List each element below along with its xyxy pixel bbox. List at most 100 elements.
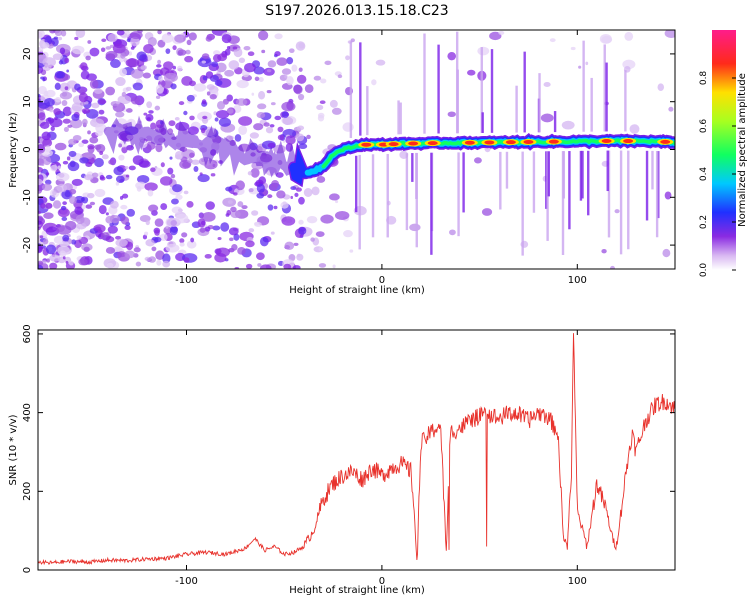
snr-data-point bbox=[254, 538, 255, 539]
noise-blob bbox=[133, 247, 141, 253]
noise-blob bbox=[57, 165, 61, 170]
noise-blob bbox=[191, 159, 200, 165]
noise-blob bbox=[294, 192, 299, 198]
snr-data-point bbox=[518, 414, 519, 415]
noise-streak bbox=[515, 85, 518, 133]
noise-blob bbox=[78, 92, 88, 103]
noise-blob bbox=[331, 107, 342, 115]
noise-blob bbox=[183, 190, 189, 195]
noise-streak bbox=[505, 151, 509, 189]
noise-streak bbox=[480, 47, 483, 133]
noise-blob bbox=[125, 86, 132, 91]
snr-data-point bbox=[606, 510, 607, 511]
ridge-peak-red bbox=[408, 141, 419, 146]
noise-streak bbox=[437, 44, 440, 134]
noise-blob bbox=[220, 222, 230, 232]
noise-blob bbox=[267, 142, 276, 148]
noise-streak bbox=[523, 51, 526, 133]
noise-blob bbox=[57, 36, 63, 41]
noise-blob bbox=[124, 165, 129, 170]
noise-blob bbox=[81, 108, 91, 114]
noise-blob bbox=[163, 61, 174, 70]
noise-blob bbox=[241, 205, 248, 210]
noise-blob bbox=[489, 31, 502, 41]
noise-blob bbox=[332, 264, 336, 269]
noise-streak bbox=[456, 69, 459, 134]
noise-blob bbox=[76, 222, 87, 230]
noise-blob bbox=[276, 57, 288, 66]
noise-blob bbox=[40, 162, 45, 166]
snr-data-point bbox=[411, 471, 412, 472]
noise-blob bbox=[121, 91, 127, 97]
noise-blob bbox=[145, 113, 154, 122]
noise-blob bbox=[144, 182, 158, 191]
noise-streak bbox=[499, 151, 502, 210]
noise-blob bbox=[271, 180, 279, 188]
noise-blob bbox=[258, 76, 264, 82]
noise-blob bbox=[165, 225, 169, 229]
snr-data-point bbox=[391, 467, 392, 468]
noise-blob bbox=[160, 203, 168, 211]
noise-blob bbox=[118, 143, 123, 148]
noise-blob bbox=[238, 125, 248, 135]
noise-blob bbox=[130, 46, 135, 50]
noise-blob bbox=[662, 248, 671, 258]
noise-blob bbox=[101, 154, 109, 160]
noise-blob bbox=[281, 216, 296, 226]
noise-blob bbox=[52, 190, 57, 196]
snr-data-point bbox=[469, 420, 470, 421]
noise-blob bbox=[371, 79, 377, 86]
noise-blob bbox=[120, 204, 128, 210]
noise-blob bbox=[175, 213, 189, 224]
noise-blob bbox=[286, 76, 294, 86]
noise-blob bbox=[169, 156, 173, 160]
spectrogram-frame bbox=[37, 29, 676, 270]
noise-blob bbox=[290, 186, 297, 191]
noise-blob bbox=[78, 142, 85, 148]
noise-blob bbox=[181, 76, 193, 86]
noise-blob bbox=[263, 122, 270, 127]
noise-blob bbox=[94, 226, 102, 232]
snr-data-point bbox=[323, 499, 324, 500]
noise-blob bbox=[447, 111, 456, 118]
noise-blob bbox=[57, 245, 70, 256]
noise-blob bbox=[186, 240, 197, 249]
noise-streak bbox=[651, 150, 654, 190]
noise-blob bbox=[199, 227, 206, 233]
noise-blob bbox=[83, 174, 94, 181]
noise-blob bbox=[136, 51, 147, 61]
noise-blob bbox=[249, 132, 259, 139]
colorbar-ticks: 0.0 0.2 0.4 0.6 0.8 bbox=[699, 71, 736, 277]
snr-data-point bbox=[563, 538, 564, 539]
noise-blob bbox=[226, 209, 232, 216]
snr-data-point bbox=[557, 432, 558, 433]
noise-blob bbox=[186, 39, 192, 46]
noise-blob bbox=[205, 201, 215, 210]
snr-data-point bbox=[166, 558, 167, 559]
noise-blob bbox=[154, 236, 162, 243]
noise-blob bbox=[258, 176, 267, 186]
noise-blob bbox=[117, 95, 132, 105]
noise-blob bbox=[71, 45, 85, 55]
noise-blob bbox=[126, 208, 135, 217]
noise-blob bbox=[105, 174, 113, 180]
noise-blob bbox=[319, 100, 326, 105]
noise-blob bbox=[74, 206, 84, 215]
noise-blob bbox=[315, 231, 325, 238]
snr-data-point bbox=[626, 471, 627, 472]
noise-blob bbox=[165, 243, 180, 253]
noise-blob bbox=[71, 102, 83, 112]
noise-blob bbox=[143, 43, 154, 54]
noise-blob bbox=[142, 72, 151, 79]
noise-blob bbox=[52, 53, 63, 61]
snr-data-point bbox=[547, 416, 548, 417]
noise-blob bbox=[657, 83, 665, 91]
noise-blob bbox=[147, 189, 154, 197]
noise-blob bbox=[154, 105, 161, 111]
noise-blob bbox=[201, 99, 207, 105]
noise-blob bbox=[41, 131, 51, 141]
noise-streak bbox=[624, 70, 627, 132]
noise-blob bbox=[253, 123, 264, 131]
noise-blob bbox=[156, 64, 162, 68]
noise-blob bbox=[46, 258, 50, 263]
